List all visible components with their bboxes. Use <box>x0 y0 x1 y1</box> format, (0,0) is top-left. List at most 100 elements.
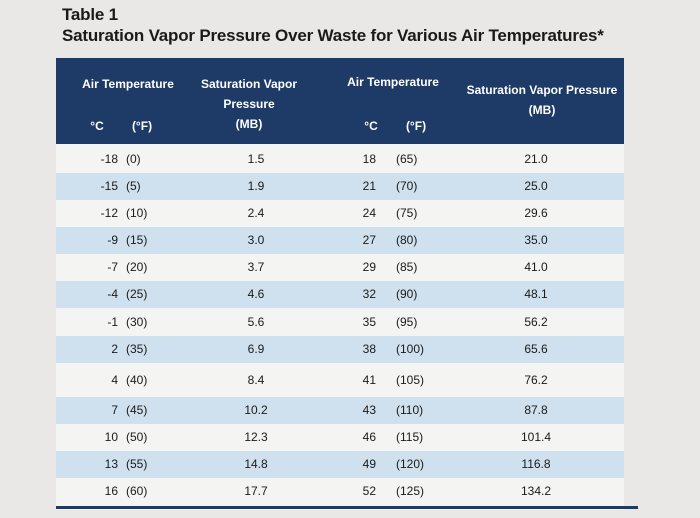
fahrenheit-cell: (100) <box>396 342 425 356</box>
table-row: -12 (10) 2.4 24 (75) 29.6 <box>56 200 624 227</box>
table-row: 13 (55) 14.8 49 (120) 116.8 <box>56 451 624 478</box>
fahrenheit-cell: (45) <box>126 403 148 417</box>
pressure-cell: 21.0 <box>524 152 548 166</box>
header-celsius-2: °C <box>364 119 378 133</box>
celsius-cell: 7 <box>111 403 118 417</box>
pressure-cell: 134.2 <box>520 484 552 498</box>
celsius-cell: 43 <box>362 403 376 417</box>
fahrenheit-cell: (125) <box>396 484 425 498</box>
header-fahrenheit-2: (°F) <box>405 119 427 133</box>
celsius-cell: 2 <box>111 342 118 356</box>
fahrenheit-cell: (20) <box>126 260 148 274</box>
fahrenheit-cell: (70) <box>396 179 418 193</box>
header-svp-2: Saturation Vapor Pressure <box>466 83 618 97</box>
fahrenheit-cell: (40) <box>126 373 148 387</box>
celsius-cell: -4 <box>107 287 118 301</box>
celsius-cell: -15 <box>100 179 118 193</box>
fahrenheit-cell: (5) <box>126 179 141 193</box>
pressure-cell: 17.7 <box>244 484 268 498</box>
pressure-cell: 3.7 <box>247 260 265 274</box>
pressure-cell: 35.0 <box>524 233 548 247</box>
fahrenheit-cell: (90) <box>396 287 418 301</box>
celsius-cell: 32 <box>362 287 376 301</box>
celsius-cell: 24 <box>362 206 376 220</box>
table-title: Table 1 <box>62 5 118 24</box>
celsius-cell: -7 <box>107 260 118 274</box>
table-row: -15 (5) 1.9 21 (70) 25.0 <box>56 173 624 200</box>
header-fahrenheit-1: (°F) <box>131 119 153 133</box>
table-row: -4 (25) 4.6 32 (90) 48.1 <box>56 281 624 308</box>
pressure-cell: 76.2 <box>524 373 548 387</box>
pressure-cell: 12.3 <box>244 430 268 444</box>
fahrenheit-cell: (15) <box>126 233 148 247</box>
fahrenheit-cell: (50) <box>126 430 148 444</box>
fahrenheit-cell: (120) <box>396 457 425 471</box>
fahrenheit-cell: (65) <box>396 152 418 166</box>
header-svp-1-line1: Saturation Vapor <box>200 77 298 91</box>
pressure-cell: 101.4 <box>520 430 552 444</box>
celsius-cell: -9 <box>107 233 118 247</box>
fahrenheit-cell: (55) <box>126 457 148 471</box>
header-celsius-1: °C <box>90 119 104 133</box>
fahrenheit-cell: (25) <box>126 287 148 301</box>
fahrenheit-cell: (85) <box>396 260 418 274</box>
celsius-cell: 49 <box>362 457 376 471</box>
table-subtitle: Saturation Vapor Pressure Over Waste for… <box>62 26 604 45</box>
table-row: 2 (35) 6.9 38 (100) 65.6 <box>56 336 624 363</box>
pressure-cell: 5.6 <box>247 315 265 329</box>
pressure-cell: 87.8 <box>524 403 548 417</box>
fahrenheit-cell: (95) <box>396 315 418 329</box>
celsius-cell: 27 <box>362 233 376 247</box>
fahrenheit-cell: (0) <box>126 152 141 166</box>
celsius-cell: 35 <box>362 315 376 329</box>
celsius-cell: 52 <box>362 484 376 498</box>
fahrenheit-cell: (35) <box>126 342 148 356</box>
table-row: 7 (45) 10.2 43 (110) 87.8 <box>56 397 624 424</box>
celsius-cell: 38 <box>362 342 376 356</box>
header-svp-2-unit: (MB) <box>528 103 556 117</box>
header-air-temperature-1: Air Temperature <box>82 77 174 91</box>
pressure-cell: 8.4 <box>247 373 265 387</box>
pressure-cell: 25.0 <box>524 179 548 193</box>
celsius-cell: -12 <box>100 206 118 220</box>
celsius-cell: 41 <box>362 373 376 387</box>
pressure-cell: 10.2 <box>244 403 268 417</box>
celsius-cell: -1 <box>107 315 118 329</box>
fahrenheit-cell: (30) <box>126 315 148 329</box>
celsius-cell: 29 <box>362 260 376 274</box>
fahrenheit-cell: (75) <box>396 206 418 220</box>
fahrenheit-cell: (105) <box>396 373 425 387</box>
celsius-cell: 16 <box>104 484 118 498</box>
celsius-cell: 10 <box>104 430 118 444</box>
table-row: -7 (20) 3.7 29 (85) 41.0 <box>56 254 624 281</box>
fahrenheit-cell: (10) <box>126 206 148 220</box>
header-svp-1-line2: Pressure <box>223 97 275 111</box>
pressure-cell: 1.9 <box>247 179 265 193</box>
pressure-cell: 65.6 <box>524 342 548 356</box>
pressure-cell: 116.8 <box>521 457 551 471</box>
data-table: Air Temperature Saturation Vapor Pressur… <box>56 58 624 510</box>
pressure-cell: 29.6 <box>524 206 548 220</box>
bottom-rule <box>56 506 638 509</box>
celsius-cell: 21 <box>362 179 376 193</box>
celsius-cell: 18 <box>362 152 376 166</box>
pressure-cell: 1.5 <box>247 152 265 166</box>
celsius-cell: 4 <box>111 373 118 387</box>
table-row: -18 (0) 1.5 18 (65) 21.0 <box>56 146 624 173</box>
title-block: Table 1 Saturation Vapor Pressure Over W… <box>62 4 604 46</box>
pressure-cell: 48.1 <box>524 287 548 301</box>
pressure-cell: 6.9 <box>247 342 265 356</box>
header-svp-1-unit: (MB) <box>235 117 263 131</box>
fahrenheit-cell: (60) <box>126 484 148 498</box>
celsius-cell: 46 <box>362 430 376 444</box>
pressure-cell: 56.2 <box>524 315 548 329</box>
fahrenheit-cell: (115) <box>396 430 424 444</box>
header-air-temperature-2: Air Temperature <box>347 75 439 89</box>
table-row: 4 (40) 8.4 41 (105) 76.2 <box>56 367 624 394</box>
fahrenheit-cell: (80) <box>396 233 418 247</box>
table-row: -1 (30) 5.6 35 (95) 56.2 <box>56 309 624 336</box>
fahrenheit-cell: (110) <box>396 403 424 417</box>
pressure-cell: 4.6 <box>247 287 265 301</box>
table-row: -9 (15) 3.0 27 (80) 35.0 <box>56 227 624 254</box>
celsius-cell: -18 <box>100 152 118 166</box>
